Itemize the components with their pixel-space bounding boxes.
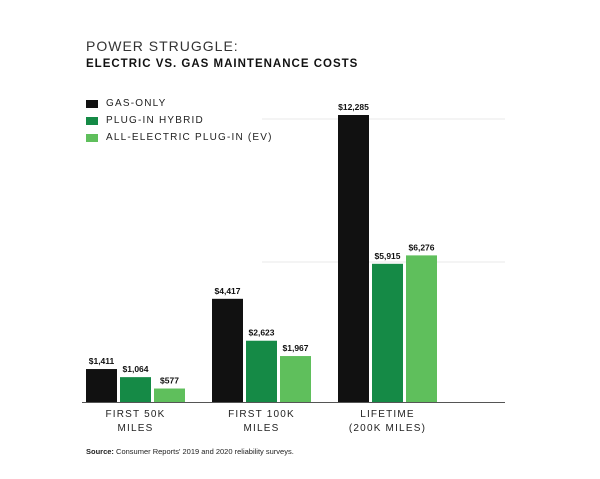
source-note: Source: Consumer Reports' 2019 and 2020 … — [86, 447, 294, 456]
x-tick-label: (200K MILES) — [349, 423, 426, 434]
x-tick-label: FIRST 50K — [105, 409, 165, 420]
bar-gas-only-2 — [338, 115, 369, 402]
x-tick-label: LIFETIME — [360, 409, 415, 420]
legend-label: ALL-ELECTRIC PLUG-IN (EV) — [106, 132, 273, 143]
bar-plug-in-hybrid-0 — [120, 377, 151, 402]
bar-value-label: $1,967 — [283, 343, 309, 353]
source-text: Consumer Reports' 2019 and 2020 reliabil… — [113, 447, 294, 456]
bar-all-electric-plug-in-ev--2 — [406, 255, 437, 402]
chart-title: POWER STRUGGLE: — [86, 38, 239, 54]
bar-all-electric-plug-in-ev--1 — [280, 356, 311, 402]
bar-gas-only-0 — [86, 369, 117, 402]
legend-swatch — [86, 99, 98, 108]
bar-plug-in-hybrid-1 — [246, 340, 277, 402]
legend-label: GAS-ONLY — [106, 98, 167, 109]
bar-value-label: $2,623 — [249, 328, 275, 338]
legend-label: PLUG-IN HYBRID — [106, 115, 204, 126]
legend-item-plug-in-hybrid: PLUG-IN HYBRID — [86, 112, 273, 129]
legend-swatch — [86, 116, 98, 125]
source-prefix: Source: — [86, 447, 114, 456]
bar-value-label: $1,411 — [89, 356, 115, 366]
bar-value-label: $12,285 — [338, 102, 369, 112]
chart-subtitle: ELECTRIC VS. GAS MAINTENANCE COSTS — [86, 58, 359, 70]
x-tick-label: MILES — [243, 423, 279, 434]
legend-item-gas-only: GAS-ONLY — [86, 95, 273, 112]
x-tick-label: FIRST 100K — [228, 409, 295, 420]
x-tick-label: MILES — [117, 423, 153, 434]
bar-value-label: $5,915 — [375, 251, 401, 261]
legend-item-all-electric: ALL-ELECTRIC PLUG-IN (EV) — [86, 129, 273, 146]
bar-value-label: $6,276 — [409, 242, 435, 252]
bar-value-label: $1,064 — [123, 364, 149, 374]
bar-gas-only-1 — [212, 298, 243, 402]
legend-swatch — [86, 133, 98, 142]
bar-value-label: $577 — [160, 376, 179, 386]
legend: GAS-ONLY PLUG-IN HYBRID ALL-ELECTRIC PLU… — [86, 95, 273, 146]
bar-all-electric-plug-in-ev--0 — [154, 388, 185, 402]
bar-value-label: $4,417 — [215, 286, 241, 296]
bar-plug-in-hybrid-2 — [372, 263, 403, 402]
